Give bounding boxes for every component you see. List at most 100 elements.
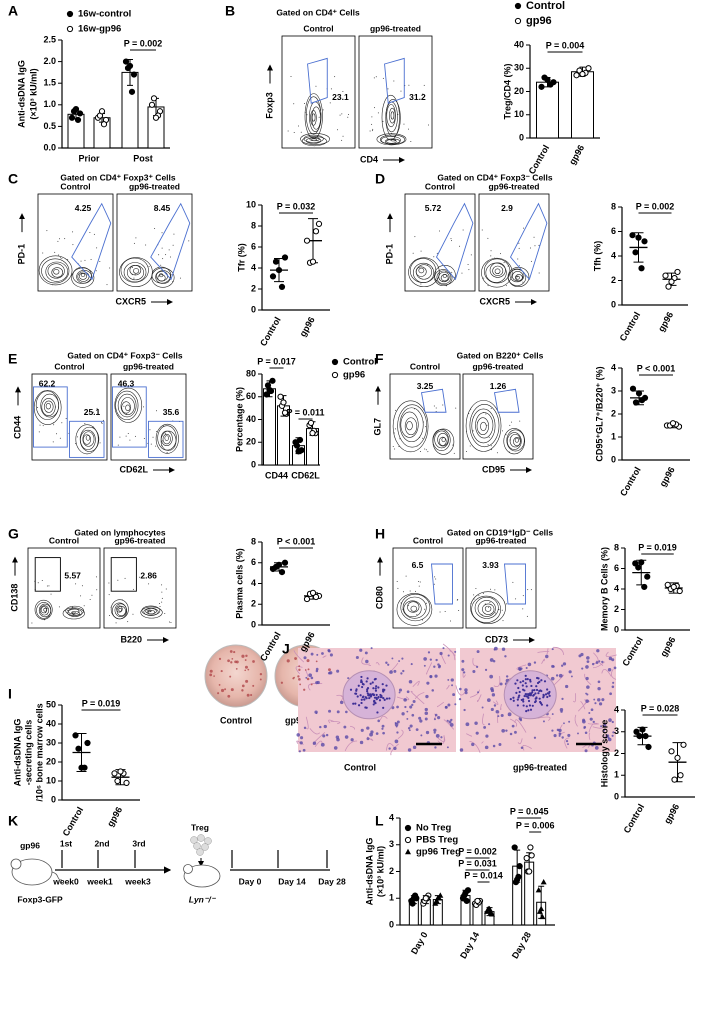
spot: [217, 692, 220, 695]
data-point: [635, 564, 642, 571]
nucleus: [553, 734, 557, 738]
nucleus: [474, 721, 478, 725]
y-axis-label: Anti-dsDNA IgG: [16, 60, 26, 128]
nucleus: [343, 725, 347, 729]
contour: [434, 430, 449, 449]
nucleus: [433, 665, 436, 668]
p-value: P = 0.002: [636, 201, 675, 211]
data-point: [662, 272, 669, 279]
event: [135, 237, 137, 239]
contour: [67, 608, 83, 617]
nucleus: [601, 698, 605, 702]
tubule: [492, 700, 499, 705]
event: [155, 445, 157, 447]
spot: [245, 654, 248, 658]
data-point: [281, 409, 289, 416]
data-point: [312, 593, 320, 601]
contour: [129, 265, 142, 276]
contour: [43, 400, 54, 413]
y-tick-label: 1: [389, 893, 394, 903]
contour: [45, 403, 51, 410]
gate: [34, 557, 61, 592]
nucleus: [380, 695, 383, 699]
event: [413, 408, 415, 410]
data-point: [668, 278, 675, 285]
nucleus: [540, 689, 543, 693]
event: [418, 585, 420, 587]
event: [487, 606, 489, 608]
nucleus: [310, 676, 314, 680]
data-point: [526, 868, 533, 875]
event: [96, 247, 98, 249]
event: [145, 244, 147, 246]
nucleus: [522, 700, 525, 703]
event: [433, 583, 435, 585]
nucleus: [476, 650, 480, 654]
tubule: [390, 743, 399, 756]
event: [304, 112, 306, 114]
tubule: [322, 655, 327, 658]
nucleus: [561, 736, 564, 739]
nucleus: [558, 728, 562, 733]
p-value: P = 0.002: [124, 38, 163, 48]
event: [416, 614, 418, 616]
gate: [435, 202, 474, 281]
event: [538, 244, 540, 246]
nucleus: [385, 661, 388, 664]
spot: [241, 689, 244, 692]
event: [392, 446, 394, 448]
nucleus: [433, 728, 437, 732]
nucleus: [582, 719, 586, 724]
nucleus: [359, 694, 362, 697]
tubule: [328, 719, 335, 724]
data-point: [680, 741, 687, 748]
nucleus: [543, 680, 547, 683]
gate-value: 35.6: [163, 407, 180, 417]
event: [489, 601, 491, 603]
nucleus: [550, 676, 555, 681]
y-tick-label: 6: [251, 241, 256, 251]
y-axis-label: Foxp3: [264, 92, 274, 119]
contour: [437, 432, 449, 447]
event: [161, 232, 163, 234]
event: [164, 433, 166, 435]
y-tick-label: 8: [251, 220, 256, 230]
event: [395, 409, 397, 411]
y-tick-label: 10: [246, 199, 256, 209]
event: [475, 588, 477, 590]
sample-title: gp96-treated: [129, 181, 180, 191]
contour: [484, 605, 492, 612]
x-tick-label: CD44: [265, 470, 288, 480]
y-axis-label: Memory B Cells (%): [599, 547, 609, 631]
event: [506, 603, 508, 605]
event: [398, 445, 400, 447]
contour: [492, 265, 504, 277]
nucleus: [314, 710, 318, 714]
legend-label: Control: [526, 0, 565, 12]
contour: [399, 407, 424, 443]
event: [432, 267, 434, 269]
event: [436, 252, 438, 254]
y-tick-label: 6: [614, 563, 619, 573]
nucleus: [584, 731, 588, 735]
event: [382, 77, 384, 79]
event: [58, 238, 60, 240]
nucleus: [400, 672, 403, 675]
data-point: [72, 106, 80, 113]
tubule: [509, 718, 518, 727]
event: [76, 436, 78, 438]
tubule: [477, 694, 482, 703]
event: [42, 425, 44, 427]
y-tick-label: 0.5: [43, 121, 56, 131]
event: [487, 237, 489, 239]
event: [91, 594, 93, 596]
event: [451, 271, 453, 273]
p-value: P = 0.004: [546, 40, 585, 50]
contour: [503, 428, 526, 455]
event: [306, 114, 308, 116]
nucleus: [366, 726, 370, 730]
data-point: [629, 232, 636, 239]
nucleus: [608, 718, 612, 722]
data-point: [516, 863, 523, 870]
nucleus: [565, 739, 569, 743]
